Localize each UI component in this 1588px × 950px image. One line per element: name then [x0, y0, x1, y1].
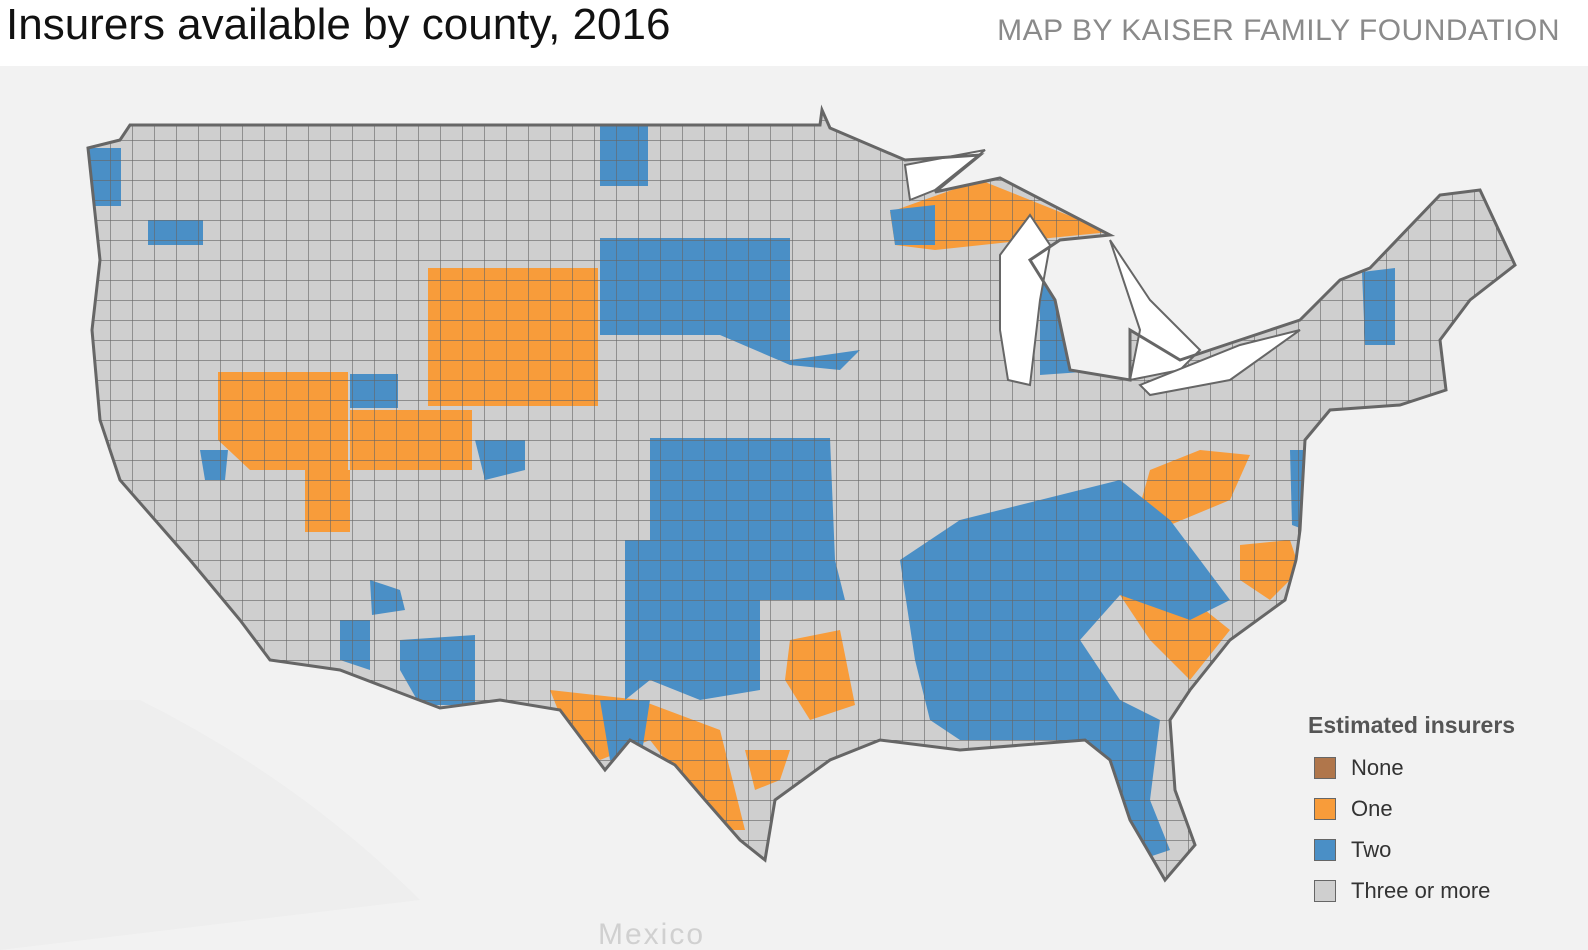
basemap-label-mexico: Mexico	[598, 918, 706, 950]
legend-label-two: Two	[1351, 836, 1392, 862]
legend-swatch-one	[1314, 797, 1336, 820]
map-area[interactable]: Mexico	[0, 66, 1588, 950]
page-title: Insurers available by county, 2016	[6, 0, 671, 49]
legend-title: Estimated insurers	[1308, 712, 1516, 738]
legend-item-three-or-more[interactable]: Three or more	[1308, 870, 1568, 911]
legend-swatch-none	[1314, 756, 1336, 779]
lake-erie-ontario	[1138, 329, 1301, 397]
legend-label-none: None	[1351, 754, 1404, 780]
header: Insurers available by county, 2016 MAP B…	[0, 0, 1588, 66]
legend-label-three-or-more: Three or more	[1351, 877, 1491, 903]
lake-michigan	[999, 213, 1052, 387]
legend-item-one[interactable]: One	[1308, 788, 1568, 829]
legend: Estimated insurers None One Two Three or…	[1308, 712, 1568, 911]
legend-item-two[interactable]: Two	[1308, 829, 1568, 870]
us-county-map[interactable]	[0, 66, 1588, 950]
basemap-land-shade	[0, 700, 420, 950]
legend-swatch-two	[1314, 838, 1336, 861]
legend-swatch-three-or-more	[1314, 879, 1336, 902]
map-credit: MAP BY KAISER FAMILY FOUNDATION	[997, 14, 1560, 47]
legend-label-one: One	[1351, 795, 1393, 821]
legend-item-none[interactable]: None	[1308, 747, 1568, 788]
